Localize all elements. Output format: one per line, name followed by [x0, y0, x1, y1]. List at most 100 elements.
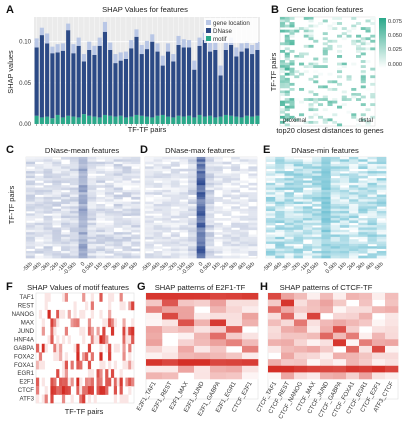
heatH-cell: [385, 372, 399, 380]
heatD-cell: [248, 166, 258, 170]
panel-b-cell: [313, 70, 319, 74]
bar-gene-location: [150, 34, 155, 42]
heatE-cell: [275, 236, 285, 240]
heatE-cell: [330, 199, 341, 202]
heatC-cell: [69, 192, 79, 195]
panel-f-cell: [36, 394, 40, 404]
heatD-cell: [145, 253, 154, 256]
heatD-cell: [222, 178, 232, 181]
panel-f-cell: [76, 352, 80, 361]
heatC-cell: [113, 255, 123, 259]
heatE-cell: [376, 157, 387, 160]
heatE-cell: [358, 175, 368, 179]
heatC-cell: [78, 208, 88, 212]
heatC-cell: [52, 166, 62, 170]
heatD-cell: [239, 243, 249, 247]
panel-b-cell: [289, 34, 295, 38]
heatG-cell: [242, 312, 259, 320]
heatE-cell: [266, 218, 276, 221]
heatE-cell: [321, 194, 331, 198]
heatC-cell: [87, 178, 97, 181]
heatD-cell: [188, 229, 197, 233]
xtick-label: -4kb: [271, 261, 283, 273]
heatD-cell: [231, 159, 241, 162]
heatD-cell: [162, 168, 172, 172]
panel-f-cell: [44, 343, 48, 353]
panel-f-cell: [102, 318, 106, 328]
heatE-cell: [339, 248, 350, 252]
panel-b-cell: [327, 72, 333, 76]
heatD-cell: [248, 239, 258, 242]
heatE-cell: [339, 180, 350, 184]
heatD-cell: [196, 201, 206, 205]
panel-b-cell: [289, 103, 295, 107]
heatE-cell: [293, 255, 304, 259]
heatD-cell: [222, 175, 232, 179]
heatC-cell: [131, 218, 141, 221]
heatC-cell: [26, 182, 36, 186]
heatC-cell: [131, 208, 141, 212]
panel-f-cell: [70, 318, 74, 328]
heatE-cell: [321, 201, 331, 205]
heatC-cell: [96, 208, 106, 212]
bar-dnase: [123, 58, 129, 118]
heatE-cell: [349, 199, 359, 202]
heatC-cell: [122, 218, 132, 221]
heatG-cell: [162, 365, 179, 373]
heatG-cell: [226, 326, 243, 333]
bar-dnase: [223, 49, 228, 115]
heatC-cell: [122, 206, 132, 209]
heatE-cell: [367, 206, 378, 209]
heatC-cell: [113, 246, 123, 249]
panel-f-cell: [64, 352, 69, 361]
heatH-cell: [281, 359, 295, 367]
heatD-cell: [179, 180, 189, 184]
heatE-cell: [376, 199, 387, 202]
heatC-cell: [78, 241, 88, 245]
heatD-cell: [205, 187, 215, 191]
heatD-cell: [145, 248, 154, 252]
heatC-cell: [52, 229, 62, 233]
xtick-label: -2kb: [48, 261, 60, 273]
heatE-cell: [330, 225, 341, 228]
heatG-cell: [194, 326, 211, 333]
heatG-cell: [194, 312, 211, 320]
heatC-cell: [52, 194, 62, 198]
heatE-cell: [266, 192, 276, 195]
panel-f-cell: [50, 377, 54, 387]
heatD-cell: [170, 215, 180, 219]
heatE-cell: [339, 222, 350, 226]
panel-b-cell: [308, 17, 314, 20]
heatC-cell: [61, 215, 71, 219]
bar-gene-location: [239, 43, 244, 52]
heatC-cell: [87, 218, 97, 221]
heatD-cell: [213, 232, 223, 235]
heatD-cell: [153, 229, 163, 233]
heatC-cell: [96, 234, 106, 238]
heatD-cell: [179, 157, 189, 160]
heatC-cell: [69, 211, 79, 214]
heatE-cell: [376, 236, 387, 240]
heatC-cell: [78, 248, 88, 252]
heatH-cell: [320, 345, 334, 353]
heatD-cell: [153, 227, 163, 231]
heatE-cell: [376, 180, 387, 184]
heatC-cell: [26, 187, 36, 191]
heatE-cell: [339, 253, 350, 256]
heatH-cell: [333, 359, 347, 367]
heatG-cell: [194, 359, 211, 367]
heatC-cell: [78, 159, 88, 162]
heatE-cell: [349, 218, 359, 221]
bar-dnase: [129, 48, 134, 117]
heatG-cell: [178, 299, 195, 307]
heatH-cell: [346, 365, 360, 373]
heatC-cell: [69, 178, 79, 181]
panel-b-cell: [294, 98, 300, 101]
panel-b-cell: [280, 24, 286, 28]
panel-f-cell: [61, 369, 66, 378]
panel-b-cell: [303, 27, 309, 30]
heatC-cell: [87, 206, 97, 209]
heatD-cell: [188, 187, 197, 191]
heatD-cell: [170, 161, 180, 165]
heatD-cell: [222, 243, 232, 247]
